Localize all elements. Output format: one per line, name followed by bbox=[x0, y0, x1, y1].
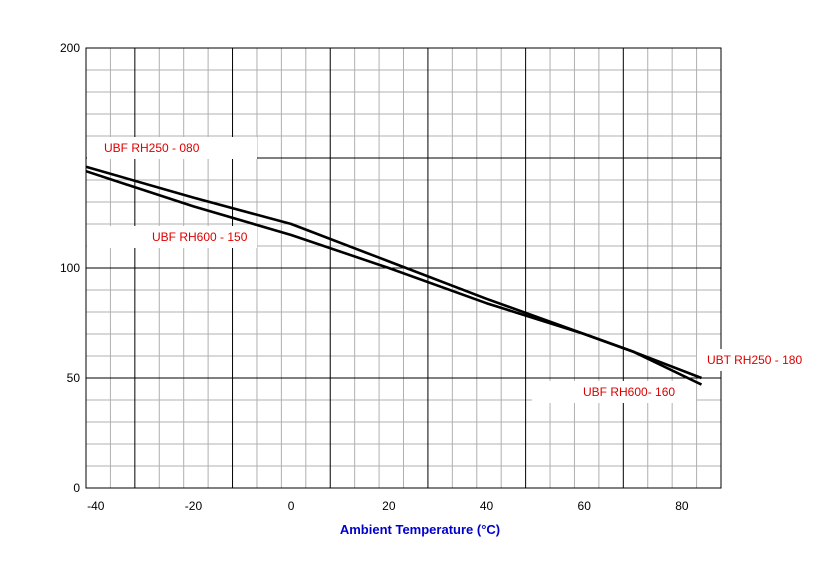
annotation-background bbox=[697, 349, 827, 371]
y-tick-labels: 0 50 100 200 bbox=[60, 41, 80, 495]
annotation-background bbox=[532, 381, 696, 403]
annotation-ubt-rh250-180: UBT RH250 - 180 bbox=[707, 353, 802, 367]
x-tick-label: 40 bbox=[480, 499, 494, 513]
x-tick-label: 80 bbox=[675, 499, 689, 513]
annotation-ubf-rh600-150: UBF RH600 - 150 bbox=[152, 230, 248, 244]
x-tick-labels: -40 -20 0 20 40 60 80 bbox=[87, 499, 689, 513]
annotation-ubf-rh250-080: UBF RH250 - 080 bbox=[104, 141, 200, 155]
annotation-background bbox=[87, 226, 257, 248]
annotation-backgrounds bbox=[87, 137, 827, 403]
y-tick-label: 100 bbox=[60, 261, 80, 275]
x-tick-label: -20 bbox=[185, 499, 203, 513]
x-tick-label: 0 bbox=[288, 499, 295, 513]
y-tick-label: 0 bbox=[73, 481, 80, 495]
x-tick-label: 60 bbox=[578, 499, 592, 513]
x-tick-label: 20 bbox=[382, 499, 396, 513]
annotation-background bbox=[87, 137, 257, 159]
x-tick-label: -40 bbox=[87, 499, 105, 513]
x-axis-label: Ambient Temperature (°C) bbox=[340, 522, 500, 537]
series-line-2 bbox=[85, 169, 703, 386]
series-line-1 bbox=[85, 165, 702, 380]
y-tick-label: 200 bbox=[60, 41, 80, 55]
annotation-ubf-rh600-160: UBF RH600- 160 bbox=[583, 385, 675, 399]
plot-frame bbox=[85, 47, 722, 489]
y-tick-label: 50 bbox=[67, 371, 81, 385]
series-lines bbox=[85, 165, 703, 386]
